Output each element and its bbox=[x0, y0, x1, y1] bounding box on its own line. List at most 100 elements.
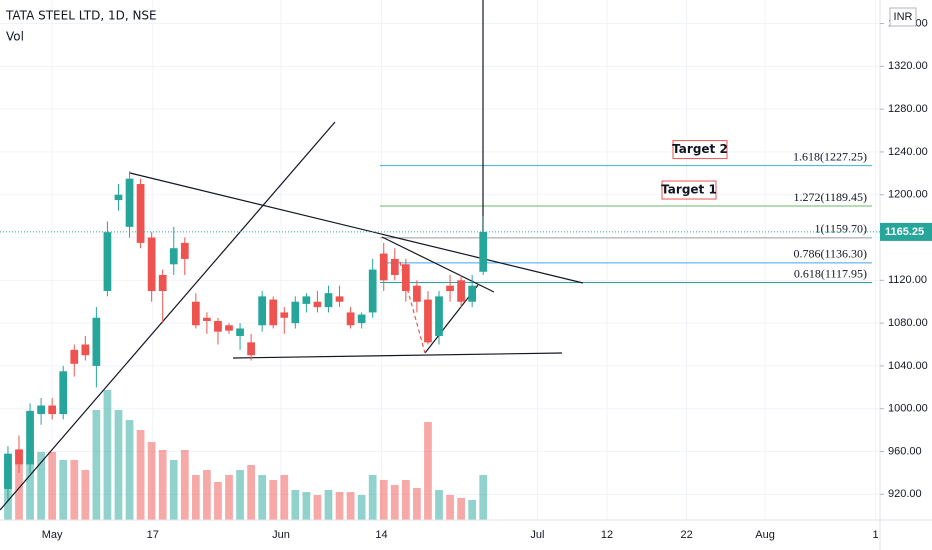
last-price: 1165.25 bbox=[885, 226, 924, 238]
fib-label: 1.618(1227.25) bbox=[793, 149, 867, 163]
volume-bar bbox=[280, 475, 289, 520]
volume-bar bbox=[368, 475, 377, 520]
volume-bar bbox=[225, 475, 233, 520]
volume-bar bbox=[468, 500, 477, 520]
fib-label: 1(1159.70) bbox=[814, 222, 867, 236]
volume-bar bbox=[169, 460, 178, 520]
candle-body bbox=[103, 232, 112, 292]
candle-body bbox=[37, 405, 45, 415]
candle-body bbox=[379, 253, 388, 281]
candle-body bbox=[247, 342, 255, 356]
candle-body bbox=[258, 296, 267, 326]
volume-bar bbox=[247, 465, 255, 520]
x-tick-label: 14 bbox=[375, 529, 387, 541]
trend-line bbox=[0, 121, 336, 511]
y-tick-label: 1120.00 bbox=[888, 274, 927, 286]
trend-line bbox=[381, 236, 495, 293]
candle-body bbox=[225, 325, 233, 331]
volume-bar bbox=[258, 475, 267, 520]
chart-title: TATA STEEL LTD, 1D, NSE bbox=[5, 9, 157, 23]
candle-body bbox=[468, 285, 477, 302]
candle-body bbox=[269, 299, 278, 326]
y-tick-label: 960.00 bbox=[888, 445, 922, 457]
annotation-box bbox=[672, 140, 728, 160]
trend-line bbox=[232, 352, 563, 359]
candle-body bbox=[26, 410, 34, 465]
x-tick-label: Jun bbox=[272, 529, 290, 541]
candle-body bbox=[114, 194, 123, 201]
candle-body bbox=[59, 371, 68, 415]
volume-bar bbox=[191, 475, 200, 520]
y-tick-label: 920.00 bbox=[888, 488, 922, 500]
x-tick-label: 12 bbox=[601, 529, 613, 541]
candle-body bbox=[280, 312, 289, 318]
volume-bar bbox=[59, 460, 68, 520]
volume-bar bbox=[379, 480, 388, 520]
volume-bar bbox=[346, 492, 355, 520]
volume-bar bbox=[136, 430, 145, 520]
volume-pane bbox=[4, 390, 488, 520]
volume-bar bbox=[147, 442, 156, 520]
volume-bar bbox=[479, 475, 488, 520]
volume-bar bbox=[313, 495, 322, 520]
candle-body bbox=[136, 184, 145, 243]
volume-bar bbox=[48, 452, 57, 520]
trend-line bbox=[129, 172, 584, 284]
volume-bar bbox=[92, 410, 101, 520]
candle-body bbox=[4, 453, 12, 489]
volume-bar bbox=[390, 485, 399, 520]
candle-body bbox=[479, 231, 488, 272]
x-tick-label: 22 bbox=[680, 529, 692, 541]
candle-body bbox=[368, 269, 377, 313]
volume-bar bbox=[413, 488, 421, 520]
y-tick-label: 1240.00 bbox=[888, 146, 928, 158]
candle-body bbox=[446, 285, 454, 292]
candle-body bbox=[313, 301, 322, 308]
volume-bar bbox=[15, 450, 23, 520]
fib-label: 0.618(1117.95) bbox=[794, 266, 867, 280]
x-tick-label: Jul bbox=[530, 529, 544, 541]
currency-box[interactable] bbox=[889, 7, 917, 27]
candle-body bbox=[291, 301, 300, 324]
last-price-box bbox=[880, 222, 932, 241]
candle-body bbox=[390, 258, 399, 275]
candle-body bbox=[457, 280, 465, 302]
y-tick-label: 1040.00 bbox=[888, 360, 928, 372]
y-tick-label: 1280.00 bbox=[888, 103, 928, 115]
currency: INR bbox=[894, 11, 913, 23]
volume-bar bbox=[424, 422, 432, 520]
candle-body bbox=[324, 293, 333, 308]
candles bbox=[4, 171, 488, 500]
candle-body bbox=[15, 449, 23, 465]
volume-label: Vol bbox=[6, 30, 24, 44]
y-tick-label: 1080.00 bbox=[888, 317, 928, 329]
candle-body bbox=[92, 317, 101, 366]
volume-bar bbox=[158, 450, 167, 520]
volume-bar bbox=[81, 470, 90, 520]
volume-bar bbox=[236, 470, 244, 520]
candle-body bbox=[70, 349, 79, 364]
volume-bar bbox=[435, 490, 443, 520]
volume-bar bbox=[401, 480, 410, 520]
fib-label: 1.272(1189.45) bbox=[793, 190, 867, 204]
candle-body bbox=[401, 264, 410, 292]
annotation: Target 2 bbox=[672, 142, 728, 156]
volume-bar bbox=[357, 495, 366, 520]
candle-body bbox=[191, 301, 200, 326]
volume-bar bbox=[26, 452, 34, 520]
candle-body bbox=[357, 314, 366, 324]
volume-bar bbox=[180, 450, 189, 520]
candle-body bbox=[214, 320, 222, 332]
candle-body bbox=[169, 248, 178, 265]
candle-body bbox=[413, 285, 421, 302]
candle-body bbox=[81, 344, 90, 356]
x-tick-label: 1 bbox=[873, 529, 879, 541]
candle-body bbox=[125, 178, 134, 227]
volume-bar bbox=[335, 492, 344, 520]
candle-body bbox=[335, 296, 344, 302]
x-tick-label: Aug bbox=[755, 529, 775, 541]
volume-bar bbox=[70, 460, 79, 520]
candle-body bbox=[158, 274, 167, 292]
volume-bar bbox=[446, 495, 454, 520]
